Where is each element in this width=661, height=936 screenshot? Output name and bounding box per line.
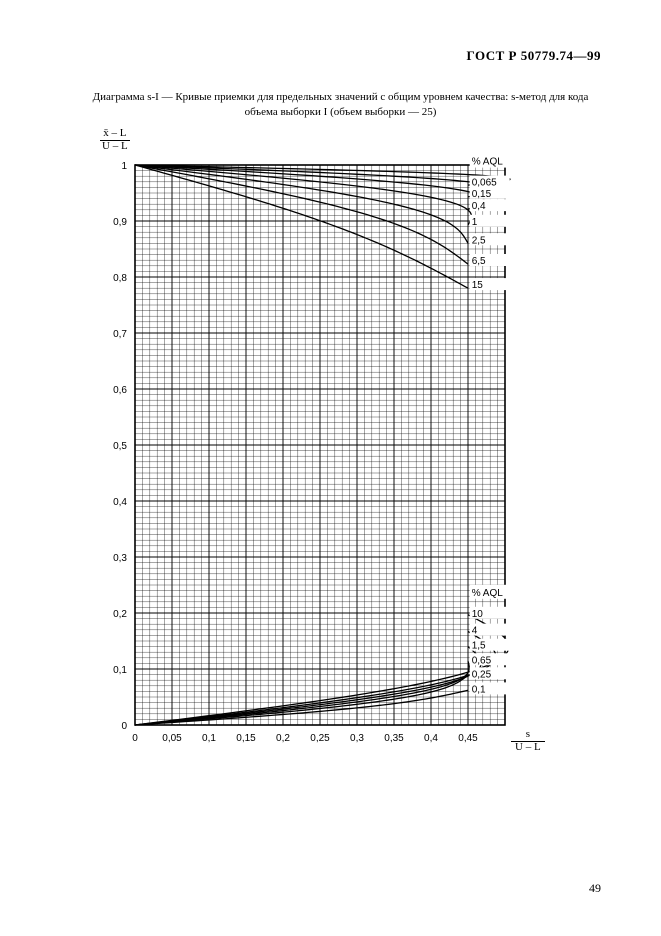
svg-text:0,5: 0,5 bbox=[113, 441, 127, 452]
svg-text:0,4: 0,4 bbox=[472, 201, 486, 212]
svg-text:1: 1 bbox=[121, 161, 127, 172]
svg-text:0,15: 0,15 bbox=[236, 733, 256, 744]
svg-text:2,5: 2,5 bbox=[472, 235, 486, 246]
page-number: 49 bbox=[589, 881, 601, 896]
svg-text:0,25: 0,25 bbox=[472, 669, 492, 680]
svg-text:0,05: 0,05 bbox=[162, 733, 182, 744]
svg-text:0,4: 0,4 bbox=[424, 733, 438, 744]
caption-line-1: Диаграмма s-I — Кривые приемки для преде… bbox=[93, 91, 589, 103]
svg-text:0: 0 bbox=[132, 733, 138, 744]
svg-text:0,4: 0,4 bbox=[113, 497, 127, 508]
svg-text:0,15: 0,15 bbox=[472, 189, 492, 200]
svg-text:% AQL: % AQL bbox=[472, 157, 504, 168]
svg-text:0,6: 0,6 bbox=[113, 385, 127, 396]
svg-text:1,5: 1,5 bbox=[472, 641, 486, 652]
svg-text:0,1: 0,1 bbox=[472, 684, 486, 695]
svg-text:0,1: 0,1 bbox=[113, 665, 127, 676]
svg-text:% AQL: % AQL bbox=[472, 588, 504, 599]
figure-caption: Диаграмма s-I — Кривые приемки для преде… bbox=[60, 90, 621, 120]
svg-text:0,25: 0,25 bbox=[310, 733, 330, 744]
svg-text:0,9: 0,9 bbox=[113, 217, 127, 228]
caption-line-2: объема выборки I (объем выборки — 25) bbox=[245, 106, 437, 118]
svg-text:0,45: 0,45 bbox=[458, 733, 478, 744]
svg-text:0,7: 0,7 bbox=[113, 329, 127, 340]
svg-text:10: 10 bbox=[472, 609, 484, 620]
svg-text:0,8: 0,8 bbox=[113, 273, 127, 284]
svg-text:0,3: 0,3 bbox=[113, 553, 127, 564]
svg-text:0,2: 0,2 bbox=[276, 733, 290, 744]
svg-text:0,2: 0,2 bbox=[113, 609, 127, 620]
x-label-numerator: s bbox=[511, 729, 545, 742]
svg-text:0: 0 bbox=[121, 721, 127, 732]
svg-text:0,1: 0,1 bbox=[202, 733, 216, 744]
x-axis-fraction-label: s U – L bbox=[511, 729, 545, 753]
acceptance-curves-chart: % AQL0,0650,150,412,56,515% AQL1041,50,6… bbox=[105, 135, 535, 745]
svg-text:1: 1 bbox=[472, 217, 478, 228]
svg-text:6,5: 6,5 bbox=[472, 256, 486, 267]
svg-text:4: 4 bbox=[472, 626, 478, 637]
svg-text:0,35: 0,35 bbox=[384, 733, 404, 744]
chart-container: % AQL0,0650,150,412,56,515% AQL1041,50,6… bbox=[105, 135, 535, 745]
page: ГОСТ Р 50779.74—99 Диаграмма s-I — Кривы… bbox=[0, 0, 661, 936]
svg-text:0,65: 0,65 bbox=[472, 655, 492, 666]
x-label-denominator: U – L bbox=[511, 742, 545, 754]
svg-text:0,3: 0,3 bbox=[350, 733, 364, 744]
standard-header: ГОСТ Р 50779.74—99 bbox=[467, 48, 601, 64]
svg-text:15: 15 bbox=[472, 280, 484, 291]
